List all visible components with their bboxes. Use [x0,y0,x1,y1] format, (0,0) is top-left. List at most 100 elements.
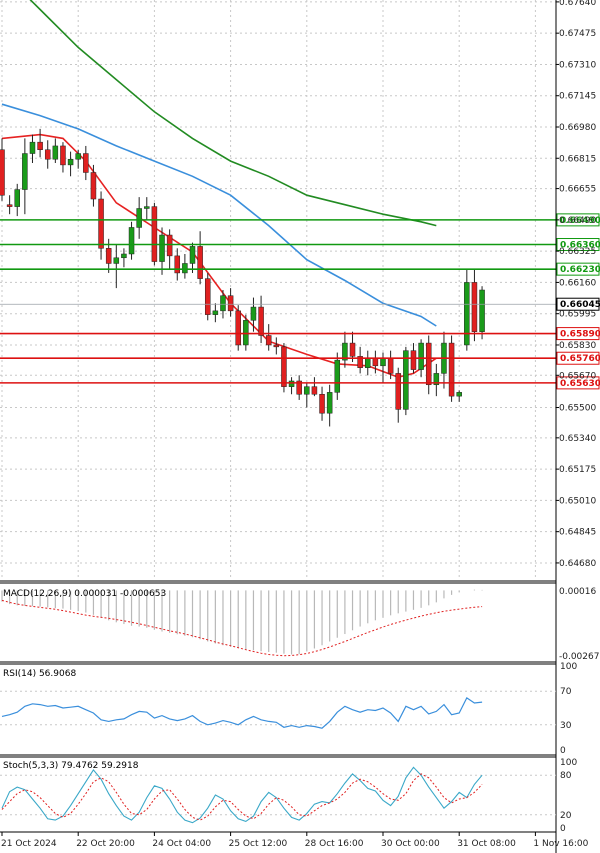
candle-body-up [182,263,188,274]
candle-body-up [464,282,470,346]
candle-body-down [90,172,97,200]
candle-body-down [166,234,173,257]
candle-body-up [220,295,226,312]
level-label: 0.65630 [560,379,600,389]
candle-body-up [14,189,20,207]
price-tick-label: 0.65175 [559,465,596,475]
macd-panel: 0.00016 -0.002672 [1,587,600,662]
candle-body-down [273,344,280,348]
stoch-tick-label: 100 [560,758,577,768]
price-tick-label: 0.66655 [559,185,596,195]
candle-body-down [60,145,66,166]
candle-body-down [204,278,211,315]
candle-body-up [342,342,348,361]
candle-body-down [6,204,13,207]
candle-body-down [98,198,104,249]
candle-body-up [403,350,409,410]
candle-body-down [425,342,432,386]
price-tick-label: 0.67640 [559,0,596,8]
price-tick-label: 0.66325 [559,247,596,257]
price-tick-label: 0.65830 [559,341,596,351]
price-tick-label: 0.66980 [559,123,596,133]
stoch-d-line [1,773,483,821]
candle-body-up [52,145,59,160]
candle-body-down [174,255,181,274]
candle-body-down [37,141,43,150]
price-tick-label: 0.64680 [559,559,596,569]
candle-body-down [227,295,234,312]
current-price-box [556,297,600,311]
moving-average-blue [1,103,437,327]
candle-body-up [22,153,28,190]
time-label: 28 Oct 16:00 [305,839,364,849]
candle-body-up [380,357,386,367]
candle-body-up [304,386,310,395]
stoch-k-line [1,766,483,824]
time-label: 25 Oct 12:00 [229,839,288,849]
candle-body-up [121,253,127,259]
price-tick-label: 0.67145 [559,92,596,102]
candle-body-up [159,234,165,262]
macd-tick-label: -0.002672 [559,652,600,662]
level-label: 0.66360 [560,241,600,251]
price-tick-label: 0.66490 [559,216,596,226]
candle-body-up [418,342,424,370]
time-axis: 21 Oct 2024 22 Oct 20:00 24 Oct 04:00 25 Oc… [1,832,589,849]
macd-signal-line [1,599,483,657]
candle-body-down [83,153,89,173]
candle-body-up [433,373,440,386]
time-label: 30 Oct 00:00 [381,839,440,849]
level-label-box [556,238,600,252]
time-label: 24 Oct 04:00 [152,839,211,849]
level-label-box [556,376,600,390]
candle-body-up [479,289,485,332]
candle-body-down [258,306,264,336]
candle-body-up [144,206,150,209]
candle-body-down [265,335,272,346]
candle-body-up [326,392,333,414]
stoch-title: Stoch(5,3,3) 79.4762 59.2918 [3,761,139,771]
candle-body-down [395,373,401,410]
level-label-box [556,327,600,341]
current-price-label: 0.66045 [560,300,600,310]
time-label: 22 Oct 20:00 [76,839,135,849]
stoch-tick-label: 80 [560,771,572,781]
price-tick-label: 0.65670 [559,371,596,381]
candle-body-down [471,282,478,332]
candle-body-down [387,357,394,374]
candle-body-up [128,227,135,255]
rsi-title: RSI(14) 56.9068 [3,669,76,679]
rsi-tick-label: 0 [560,746,566,756]
candle-body-up [67,158,74,166]
candle-body-up [250,306,257,321]
candle-body-down [311,386,318,395]
candle-body-down [235,310,241,346]
price-tick-label: 0.64845 [559,528,596,538]
level-label: 0.65890 [560,330,600,340]
candle-body-down [151,206,158,262]
candle-body-down [349,342,356,357]
price-levels: 0.66490 0.66360 0.66230 0.65890 0.65760 0.656… [0,213,600,390]
candle-body-down [296,380,302,395]
candle-body-up [29,141,36,154]
price-tick-label: 0.65500 [559,404,596,414]
candle-body-down [105,248,112,264]
candle-body-down [410,350,417,370]
candle-body-up [136,208,142,228]
candle-body-down [357,356,363,368]
level-label-box [556,262,600,276]
candle-body-down [197,246,203,279]
price-tick-label: 0.65340 [559,434,596,444]
candle-body-down [448,342,455,397]
candle-body-up [243,320,249,346]
candle-body-down [0,149,5,196]
rsi-tick-label: 30 [560,721,572,731]
rsi-tick-label: 100 [560,662,577,672]
time-label: 21 Oct 2024 [1,839,57,849]
candle-body-up [288,380,295,387]
level-label: 0.65760 [560,354,600,364]
stoch-panel: 100 80 20 0 [0,758,577,834]
stoch-tick-label: 20 [560,811,572,821]
